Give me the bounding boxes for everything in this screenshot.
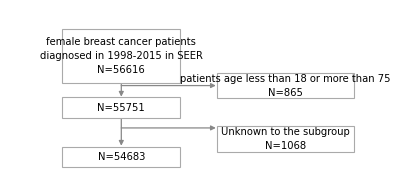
Text: Unknown to the subgroup
N=1068: Unknown to the subgroup N=1068	[221, 127, 350, 151]
FancyBboxPatch shape	[218, 73, 354, 98]
Text: N=55751: N=55751	[98, 103, 145, 113]
Text: N=54683: N=54683	[98, 152, 145, 162]
FancyBboxPatch shape	[218, 126, 354, 152]
FancyBboxPatch shape	[62, 97, 180, 118]
Text: patients age less than 18 or more than 75
N=865: patients age less than 18 or more than 7…	[180, 74, 391, 98]
FancyBboxPatch shape	[62, 29, 180, 83]
FancyBboxPatch shape	[62, 146, 180, 167]
Text: female breast cancer patients
diagnosed in 1998-2015 in SEER
N=56616: female breast cancer patients diagnosed …	[40, 37, 203, 75]
